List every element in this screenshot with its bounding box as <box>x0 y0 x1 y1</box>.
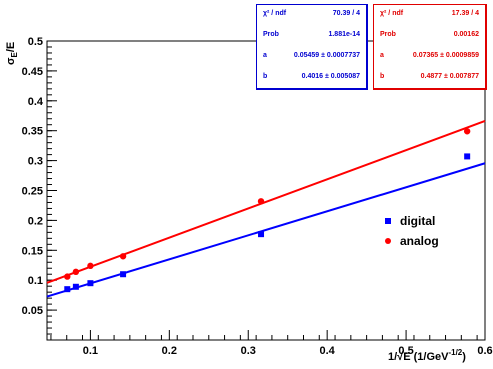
y-tick-label: 0.05 <box>22 305 43 317</box>
data-point-digital <box>72 283 79 290</box>
y-tick-label: 0.45 <box>22 66 43 78</box>
stat-key: b <box>380 73 385 80</box>
legend-label: digital <box>400 214 436 228</box>
legend-label: analog <box>400 234 439 248</box>
data-point-analog <box>87 262 94 270</box>
stat-key: χ² / ndf <box>263 10 287 17</box>
y-tick-label: 0.35 <box>22 126 43 138</box>
stat-key: χ² / ndf <box>380 10 404 17</box>
data-point-analog <box>64 273 71 280</box>
stat-value: 0.07365 ± 0.0009859 <box>412 52 479 59</box>
x-axis: 0.1 0.2 0.3 0.4 0.5 0.6 <box>50 330 493 357</box>
data-point-analog <box>257 198 265 205</box>
stat-value: 0.00162 <box>453 31 479 38</box>
data-point-digital <box>64 286 71 293</box>
stat-key: Prob <box>380 31 396 38</box>
y-tick-label: 0.1 <box>28 275 43 287</box>
circle-marker-icon <box>385 238 391 244</box>
stat-row-prob: Prob 1.881e-14 <box>257 28 366 42</box>
square-marker-icon <box>385 218 391 224</box>
x-tick-label: 0.3 <box>241 345 256 357</box>
y-tick-label: 0.4 <box>28 96 44 108</box>
data-point-digital <box>258 231 265 238</box>
y-tick-label: 0.2 <box>28 215 43 227</box>
stat-value: 0.4877 ± 0.007877 <box>420 73 479 80</box>
y-tick-label: 0.5 <box>28 36 43 48</box>
stat-key: Prob <box>263 31 279 38</box>
y-tick-label: 0.15 <box>22 245 43 257</box>
stat-row-a: a 0.05459 ± 0.0007737 <box>257 49 366 63</box>
x-axis-label: 1/√E (1/GeV-1/2) <box>388 348 466 363</box>
y-tick-label: 0.25 <box>22 186 43 198</box>
stat-key: b <box>263 73 268 80</box>
stat-key: a <box>380 52 384 59</box>
x-tick-label: 0.5 <box>398 345 413 357</box>
y-axis: 0.05 0.1 0.15 0.2 0.25 0.3 0.35 0.4 0.45 0.5 <box>22 36 57 335</box>
stat-value: 0.4016 ± 0.005087 <box>301 73 360 80</box>
fit-stats-box-digital: χ² / ndf 70.39 / 4 Prob 1.881e-14 a 0.05459… <box>256 4 368 90</box>
fit-lines <box>46 120 486 298</box>
data-point-analog <box>72 268 80 276</box>
fit-line-analog <box>46 120 486 284</box>
data-point-digital <box>87 280 94 287</box>
stat-row-chi2: χ² / ndf 70.39 / 4 <box>257 7 366 21</box>
x-tick-label: 0.1 <box>83 345 98 357</box>
data-point-digital <box>120 271 127 278</box>
stat-row-b: b 0.4016 ± 0.005087 <box>257 70 366 84</box>
data-point-analog <box>463 128 471 135</box>
fit-stats-box-analog: χ² / ndf 17.39 / 4 Prob 0.00162 a 0.07365 ±… <box>373 4 487 90</box>
stat-row-a: a 0.07365 ± 0.0009859 <box>374 49 485 63</box>
stat-value: 70.39 / 4 <box>332 10 360 17</box>
stat-value: 1.881e-14 <box>328 31 360 38</box>
stat-value: 0.05459 ± 0.0007737 <box>293 52 360 59</box>
data-point-analog <box>119 253 127 260</box>
stat-row-chi2: χ² / ndf 17.39 / 4 <box>374 7 485 21</box>
stat-row-b: b 0.4877 ± 0.007877 <box>374 70 485 84</box>
x-tick-label: 0.6 <box>477 345 492 357</box>
stat-value: 17.39 / 4 <box>451 10 479 17</box>
y-tick-label: 0.3 <box>28 156 43 168</box>
stat-row-prob: Prob 0.00162 <box>374 28 485 42</box>
y-axis-label: σE/E <box>5 42 19 65</box>
fit-line-digital <box>46 162 486 298</box>
x-tick-label: 0.2 <box>162 345 177 357</box>
data-markers <box>64 128 471 293</box>
stat-key: a <box>263 52 267 59</box>
legend: digital analog <box>382 214 462 254</box>
data-point-digital <box>464 153 471 160</box>
x-tick-label: 0.4 <box>320 345 336 357</box>
